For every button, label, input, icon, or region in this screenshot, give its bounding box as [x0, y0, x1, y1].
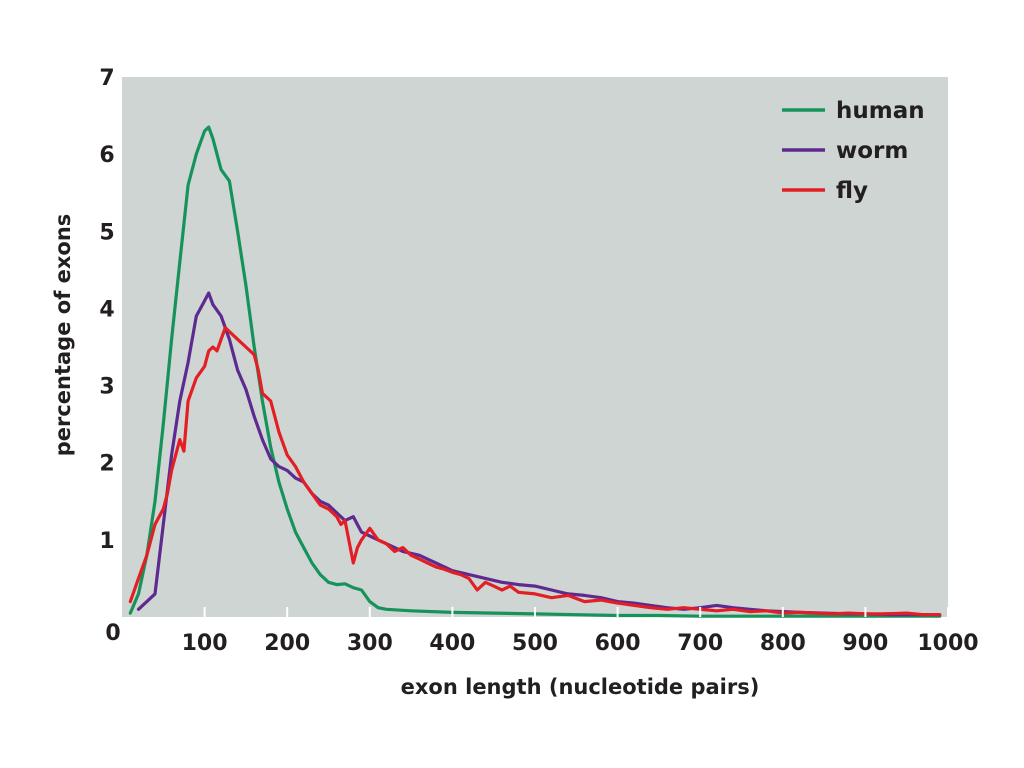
legend: human worm fly: [782, 98, 925, 204]
y-tick-label: 7: [99, 66, 114, 91]
x-tick-label: 1000: [917, 631, 978, 656]
plot-area: [122, 77, 948, 617]
y-tick-label: 3: [99, 375, 114, 400]
y-tick-label: 5: [99, 220, 114, 245]
x-tick-label: 700: [677, 631, 723, 656]
x-tick-label: 100: [182, 631, 228, 656]
y-tick-label: 2: [99, 452, 114, 477]
y-tick-label: 4: [99, 297, 114, 322]
legend-label-human: human: [836, 98, 925, 124]
series-line-human: [128, 125, 942, 618]
x-tick-label: 300: [347, 631, 393, 656]
legend-label-fly: fly: [836, 178, 868, 204]
x-tick-label: 400: [429, 631, 475, 656]
series-line-worm: [136, 291, 942, 617]
y-axis-label: percentage of exons: [51, 214, 75, 457]
y-axis: 0 1 2 3 4 5 6 7: [99, 66, 120, 646]
y-tick-label: 1: [99, 529, 114, 554]
y-tick-label: 0: [105, 621, 120, 646]
x-tick-label: 200: [264, 631, 310, 656]
x-axis: 100 200 300 400 500 600 700 800 900 1000: [182, 607, 979, 656]
x-tick-label: 600: [595, 631, 641, 656]
series-layer: [128, 125, 942, 618]
series-line-fly: [128, 326, 942, 617]
legend-label-worm: worm: [836, 138, 908, 164]
x-axis-label: exon length (nucleotide pairs): [401, 675, 760, 699]
x-tick-label: 500: [512, 631, 558, 656]
x-tick-label: 800: [760, 631, 806, 656]
y-tick-label: 6: [99, 143, 114, 168]
x-tick-label: 900: [842, 631, 888, 656]
